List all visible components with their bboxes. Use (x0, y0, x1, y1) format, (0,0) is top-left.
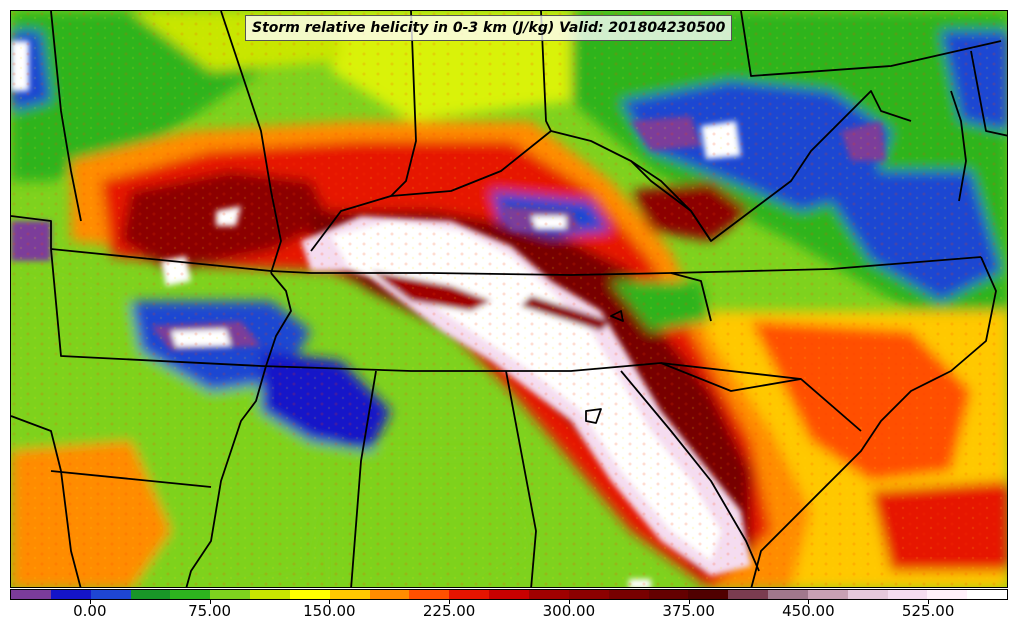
colorbar-segment (409, 590, 450, 599)
map-title: Storm relative helicity in 0-3 km (J/kg)… (245, 15, 733, 41)
colorbar-segment (768, 590, 808, 599)
colorbar-segment (50, 590, 91, 599)
colorbar-segment (608, 590, 649, 599)
colorbar-tick (449, 600, 451, 604)
colorbar-segment (250, 590, 290, 599)
state-borders (11, 11, 1007, 587)
colorbar-segment (11, 590, 51, 599)
colorbar-segment (329, 590, 370, 599)
colorbar-segment (807, 590, 848, 599)
colorbar-tick-label: 75.00 (188, 602, 232, 620)
colorbar-tick-label: 150.00 (303, 602, 356, 620)
colorbar-tick (89, 600, 91, 604)
colorbar-segment (728, 590, 769, 599)
colorbar-tick-label: 225.00 (422, 602, 476, 620)
colorbar-segment (967, 590, 1008, 599)
colorbar-segment (170, 590, 211, 599)
colorbar-segment (927, 590, 968, 599)
colorbar-segment (369, 590, 410, 599)
helicity-map (10, 10, 1008, 588)
colorbar-tick (329, 600, 331, 604)
colorbar-tick (568, 600, 570, 604)
colorbar-tick-label: 450.00 (782, 602, 835, 620)
colorbar (10, 589, 1008, 600)
colorbar-tick (808, 600, 810, 604)
colorbar-segment (528, 590, 569, 599)
colorbar-segment (90, 590, 131, 599)
colorbar-tick-label: 375.00 (662, 602, 715, 620)
colorbar-tick-label: 300.00 (542, 602, 596, 620)
colorbar-segment (847, 590, 888, 599)
colorbar-segment (130, 590, 171, 599)
colorbar-segment (449, 590, 490, 599)
colorbar-tick (928, 600, 930, 604)
colorbar-tick-label: 525.00 (901, 602, 955, 620)
colorbar-segment (688, 590, 729, 599)
colorbar-tick-label: 0.00 (73, 602, 107, 620)
colorbar-segment (289, 590, 330, 599)
colorbar-segment (489, 590, 529, 599)
colorbar-segment (887, 590, 928, 599)
helicity-fill (11, 11, 1007, 587)
colorbar-tick (209, 600, 211, 604)
colorbar-tick (688, 600, 690, 604)
colorbar-labels: 0.00 75.00 150.00 225.00 300.00 375.00 450.00 5… (0, 600, 1018, 630)
colorbar-segment (210, 590, 251, 599)
colorbar-segment (648, 590, 689, 599)
colorbar-segment (568, 590, 609, 599)
